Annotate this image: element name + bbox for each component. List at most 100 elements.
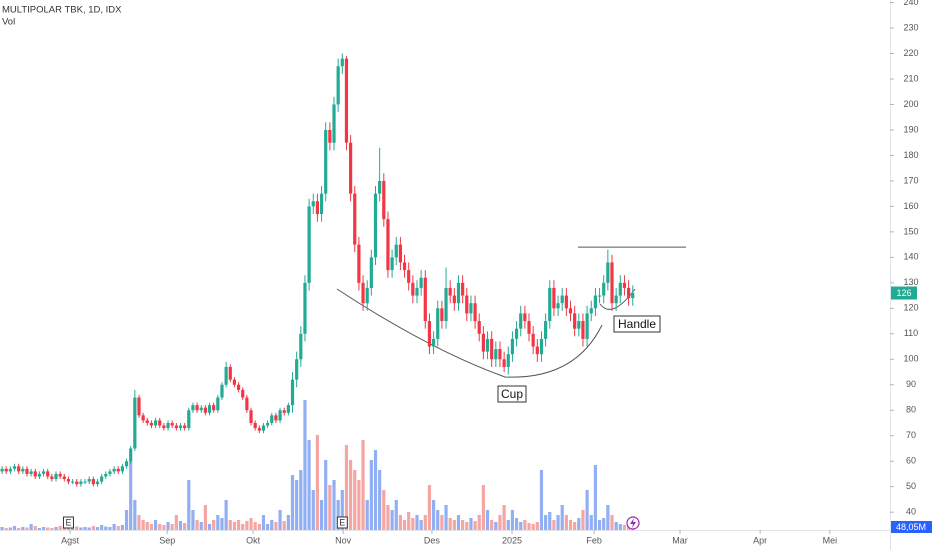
- volume-bar: [427, 485, 432, 530]
- candle-body: [149, 422, 154, 426]
- candle-body: [315, 201, 320, 215]
- volume-bar: [627, 526, 631, 530]
- candle-body: [597, 295, 602, 297]
- candle-body: [12, 466, 17, 469]
- candle-body: [162, 425, 166, 429]
- volume-bar: [315, 435, 320, 530]
- candle-body: [431, 338, 436, 347]
- candle-body: [398, 244, 402, 263]
- volume-bar: [62, 527, 66, 530]
- volume-bar: [560, 505, 564, 530]
- candle-body: [510, 338, 515, 355]
- volume-bar: [552, 520, 556, 530]
- volume-bar: [498, 515, 502, 530]
- y-tick-label: 240: [903, 0, 918, 7]
- candle-body: [473, 303, 477, 322]
- candle-body: [178, 425, 183, 429]
- volume-bar: [253, 522, 257, 530]
- x-tick-label: Agst: [61, 535, 80, 545]
- volume-bar: [419, 520, 423, 530]
- candle-body: [423, 277, 427, 322]
- candle-body: [286, 405, 290, 413]
- candle-body: [212, 405, 216, 411]
- volume-bar: [183, 523, 187, 530]
- volume-bar: [344, 445, 349, 530]
- candle-body: [519, 313, 523, 329]
- candle-body: [573, 313, 577, 329]
- candle-body: [46, 471, 50, 477]
- volume-bar: [303, 400, 307, 530]
- volume-bar: [124, 510, 129, 530]
- candle-body: [228, 366, 232, 380]
- candle-body: [145, 420, 149, 423]
- volume-bar: [606, 505, 610, 530]
- candle-body: [365, 287, 369, 304]
- volume-bar: [311, 490, 315, 530]
- candle-body: [631, 293, 635, 299]
- candle-body: [373, 193, 378, 258]
- candle-body: [91, 479, 95, 485]
- volume-bar: [581, 510, 585, 530]
- alert-icon[interactable]: [626, 516, 640, 530]
- volume-bar: [589, 515, 593, 530]
- candle-body: [174, 425, 178, 429]
- y-tick-label: 230: [903, 22, 918, 32]
- volume-bar: [444, 505, 448, 530]
- last-price-tag: [891, 286, 917, 300]
- candle-body: [498, 349, 502, 360]
- candle-body: [100, 476, 104, 482]
- volume-bar: [8, 527, 12, 530]
- candle-body: [25, 468, 29, 474]
- candle-body: [560, 295, 564, 304]
- volume-bar: [83, 527, 87, 530]
- volume-bar: [577, 518, 581, 530]
- volume-bar: [162, 525, 166, 530]
- volume-bar: [369, 460, 373, 530]
- volume-bar: [319, 500, 324, 530]
- volume-bar: [25, 527, 29, 530]
- candle-body: [332, 104, 336, 143]
- volume-bar: [386, 505, 390, 530]
- candle-body: [568, 308, 573, 314]
- candle-body: [54, 473, 58, 480]
- y-tick-label: 150: [903, 226, 918, 236]
- volume-bar: [527, 523, 531, 530]
- volume-bar: [357, 480, 361, 530]
- volume-bar: [398, 515, 402, 530]
- volume-bar: [597, 520, 602, 530]
- volume-bar: [295, 480, 299, 530]
- candle-body: [37, 473, 42, 477]
- candle-body: [75, 481, 79, 485]
- last-volume-tag: [891, 521, 932, 533]
- volume-bar: [216, 515, 220, 530]
- candle-body: [394, 244, 398, 258]
- volume-bar: [506, 520, 510, 530]
- candle-body: [514, 328, 519, 339]
- x-tick-label: Apr: [753, 535, 767, 545]
- candle-body: [544, 321, 548, 339]
- volume-bar: [75, 526, 79, 530]
- cup-curve: [336, 288, 603, 378]
- candle-body: [257, 428, 261, 431]
- volume-bar: [593, 465, 598, 530]
- y-tick-label: 70: [906, 430, 916, 440]
- candle-body: [270, 415, 274, 423]
- x-tick-label: Des: [424, 535, 441, 545]
- volume-bar: [149, 524, 154, 530]
- volume-bar: [573, 522, 577, 530]
- volume-bar: [129, 460, 133, 530]
- candle-body: [33, 471, 37, 477]
- volume-bar: [477, 515, 481, 530]
- candle-body: [502, 359, 506, 367]
- candle-body: [216, 397, 220, 411]
- volume-bar: [431, 500, 436, 530]
- candle-body: [411, 282, 415, 296]
- y-tick-label: 180: [903, 150, 918, 160]
- event-label: E: [339, 517, 345, 527]
- volume-bar: [481, 485, 485, 530]
- candle-body: [556, 303, 560, 309]
- volume-bar: [274, 522, 278, 530]
- volume-bar: [282, 521, 286, 530]
- volume-bar: [66, 528, 71, 530]
